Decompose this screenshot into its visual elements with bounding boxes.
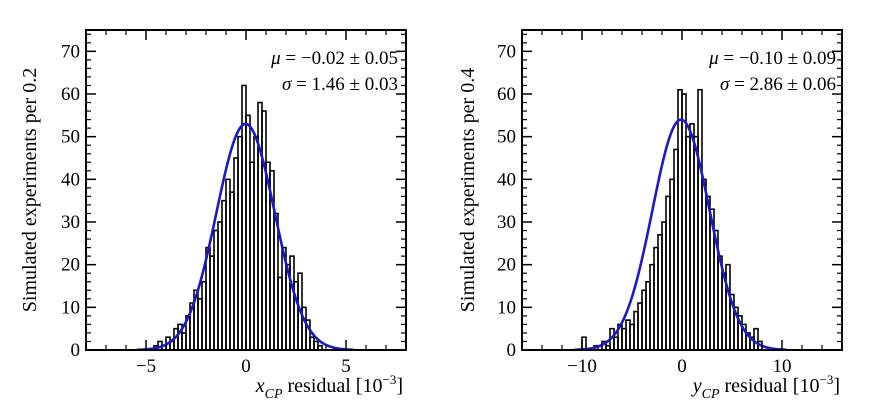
x-tick-label: −5 (136, 356, 156, 377)
y-tick-label: 0 (507, 340, 517, 361)
x-axis-label: yCP residual [10−3] (691, 372, 840, 402)
x-tick-label: 10 (773, 356, 792, 377)
y-tick-label: 0 (71, 340, 81, 361)
panel-y-cp: Simulated experiments per 0.4 0 10 20 30 40 5… (457, 29, 843, 402)
y-tick-label: 20 (61, 255, 80, 276)
x-tick-label: 5 (341, 356, 351, 377)
x-tick-label: 0 (677, 356, 687, 377)
plot-frame (85, 29, 407, 351)
stat-mean: μ = −0.10 ± 0.09 (708, 48, 836, 69)
plot-frame (521, 29, 843, 351)
gaussian-fit-curve (136, 122, 354, 352)
stat-sigma: σ = 1.46 ± 0.03 (282, 74, 398, 95)
y-tick-label: 70 (497, 41, 516, 62)
y-tick-label: 40 (61, 169, 80, 190)
y-tick-label: 60 (497, 84, 516, 105)
x-tick-label: 0 (241, 356, 251, 377)
y-tick-label: 70 (61, 41, 80, 62)
y-axis-label: Simulated experiments per 0.4 (457, 68, 479, 312)
x-axis-label: xCP residual [10−3] (255, 372, 403, 402)
y-tick-label: 30 (497, 212, 516, 233)
y-axis-label: Simulated experiments per 0.2 (19, 68, 41, 312)
y-tick-label: 60 (61, 84, 80, 105)
gaussian-fit-curve (574, 118, 787, 352)
stat-sigma: σ = 2.86 ± 0.06 (720, 74, 836, 95)
stat-mean: μ = −0.02 ± 0.05 (270, 48, 398, 69)
y-tick-label: 50 (61, 127, 80, 148)
y-tick-label: 20 (497, 255, 516, 276)
y-tick-label: 40 (497, 169, 516, 190)
panel-x-cp: Simulated experiments per 0.2 0 10 20 30 40 5… (19, 29, 407, 402)
y-tick-label: 10 (497, 297, 516, 318)
y-tick-label: 30 (61, 212, 80, 233)
y-tick-label: 10 (61, 297, 80, 318)
x-tick-label: −10 (567, 356, 597, 377)
y-tick-label: 50 (497, 127, 516, 148)
